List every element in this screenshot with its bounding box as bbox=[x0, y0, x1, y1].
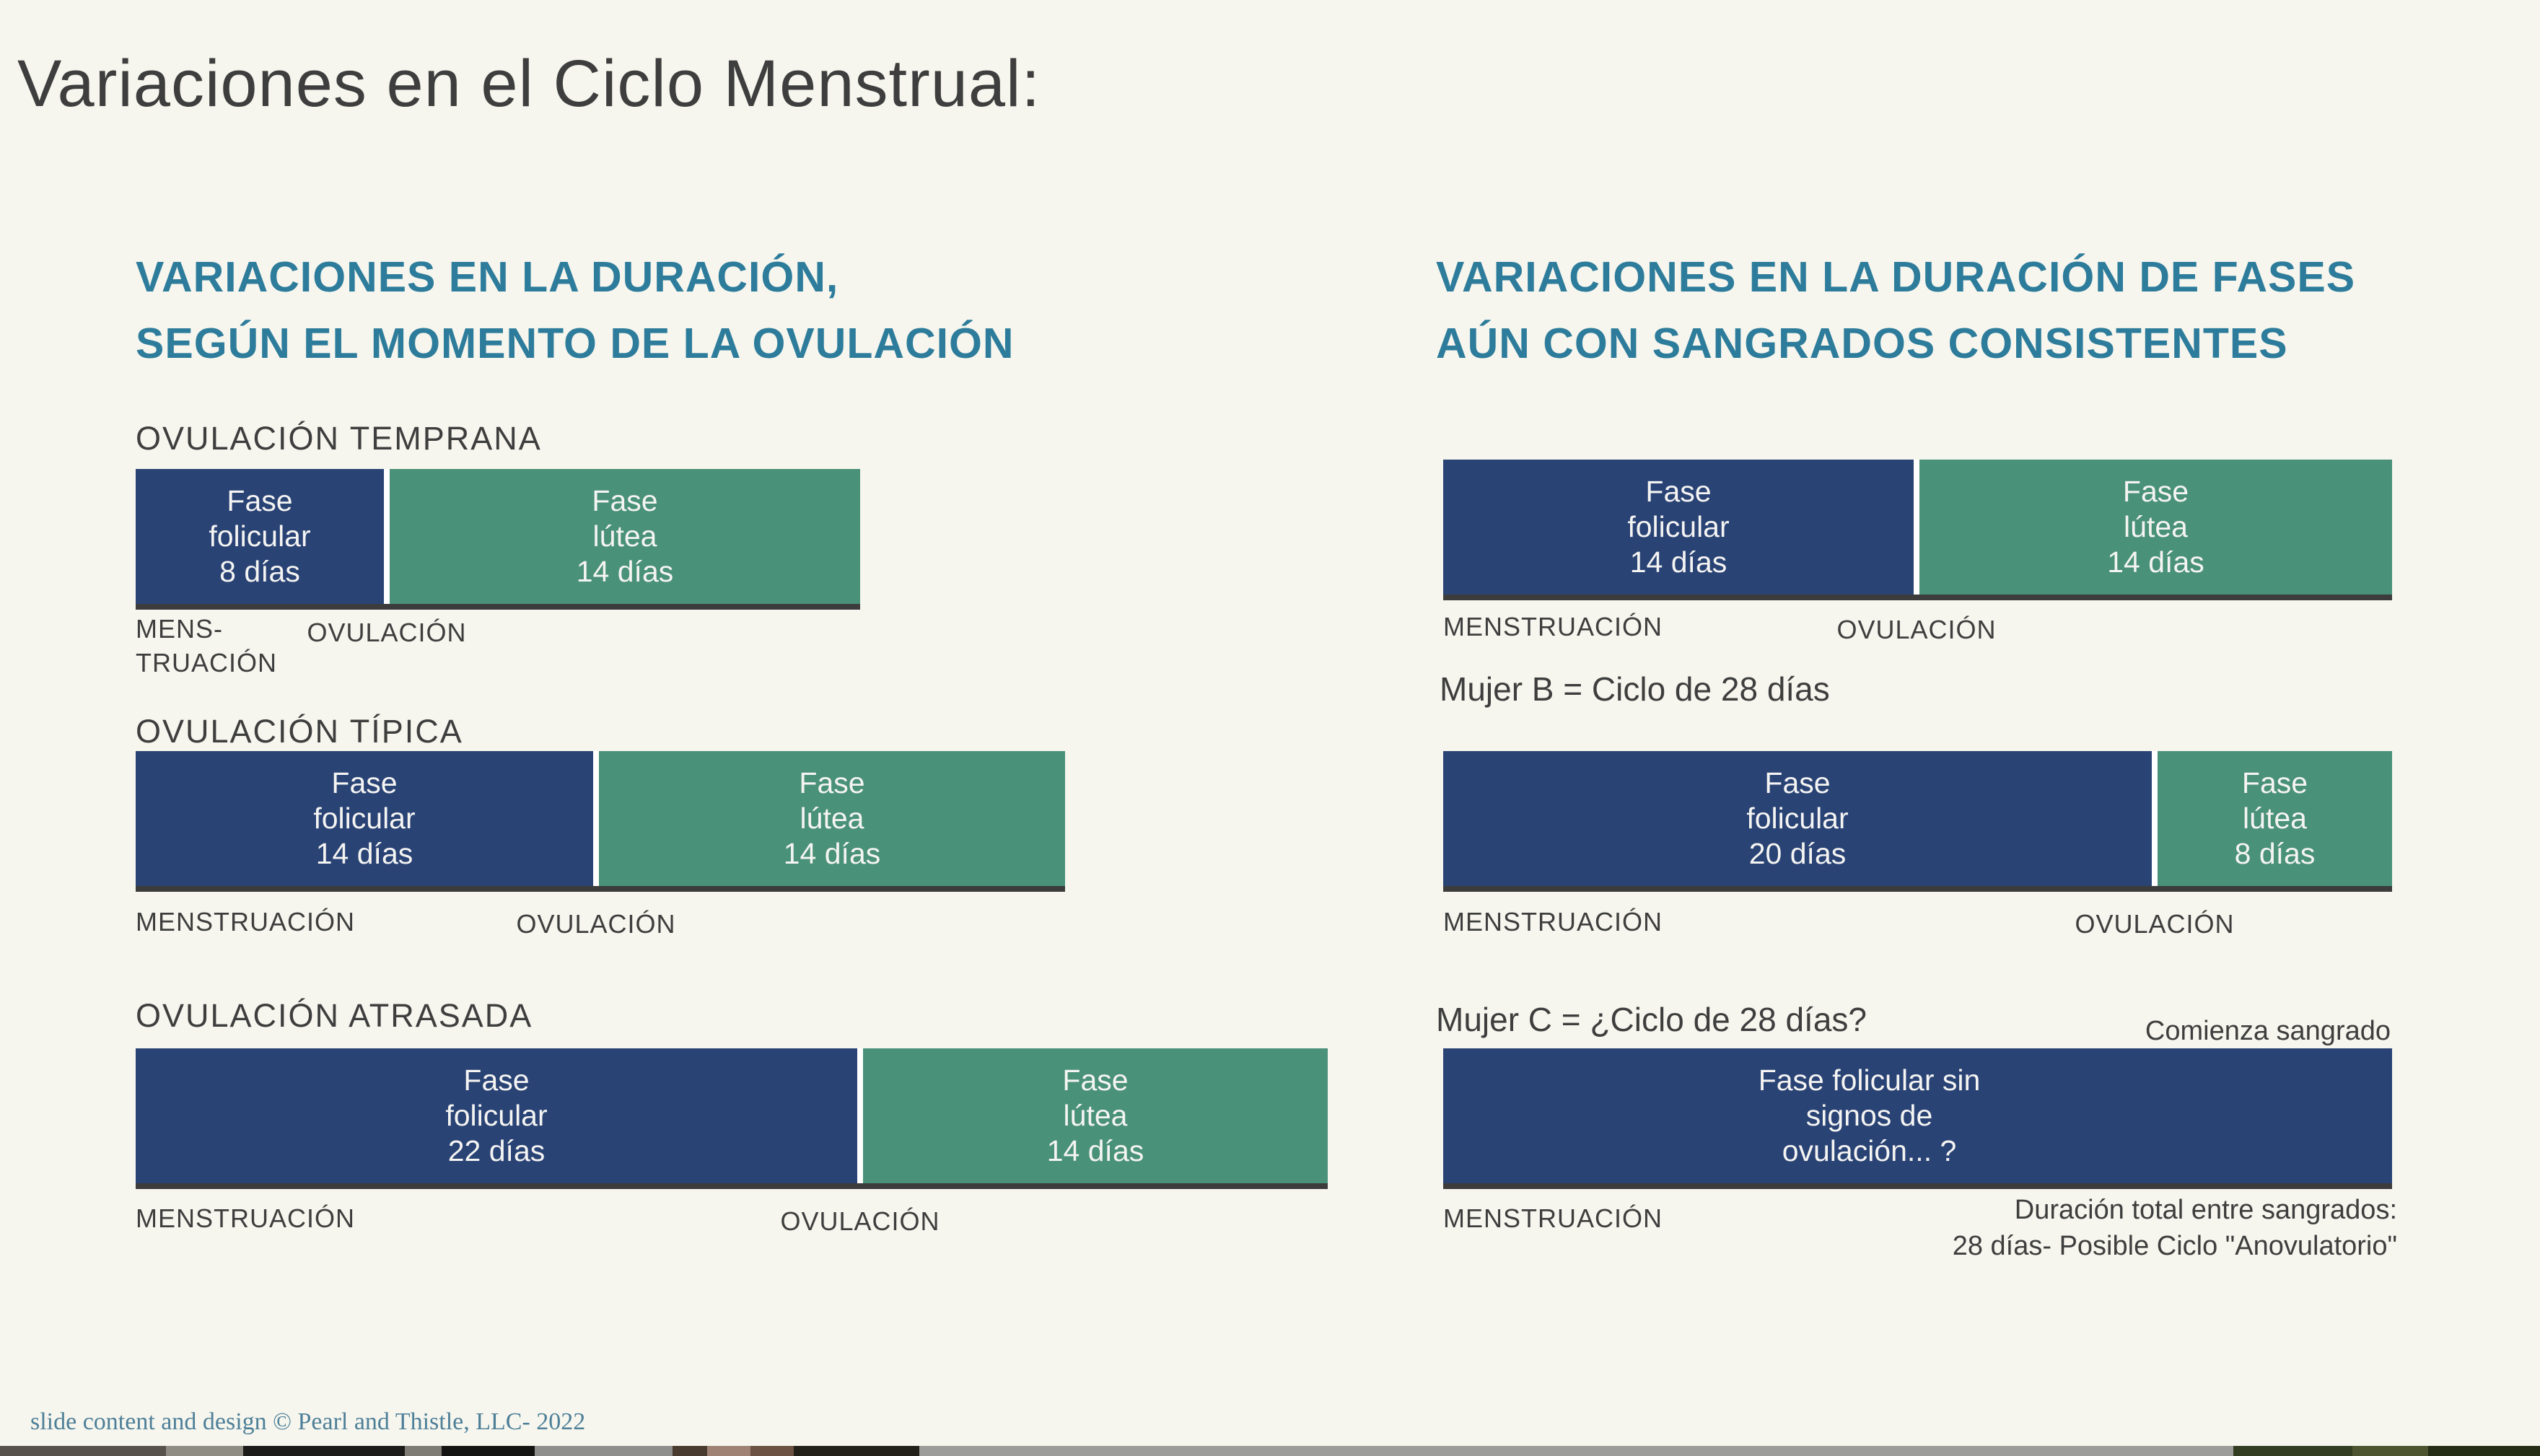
cycle-bar-right-3: Fase folicular sin signos de ovulación..… bbox=[1443, 1048, 2392, 1189]
follicular-phase-segment: Fase folicular 14 días bbox=[1443, 460, 1914, 595]
section-label-ovulacion-temprana: OVULACIÓN TEMPRANA bbox=[136, 420, 542, 457]
cycle-bar-right-2: Fase folicular 20 días Fase lútea 8 días bbox=[1443, 751, 2392, 892]
filmstrip-thumbnail-sliver[interactable] bbox=[442, 1446, 535, 1456]
anovulatory-phase-segment: Fase folicular sin signos de ovulación..… bbox=[1443, 1048, 2392, 1183]
right-heading-line2: AÚN CON SANGRADOS CONSISTENTES bbox=[1436, 320, 2288, 367]
filmstrip[interactable] bbox=[0, 1446, 2540, 1456]
left-heading-line2: SEGÚN EL MOMENTO DE LA OVULACIÓN bbox=[136, 320, 1015, 367]
follicular-phase-segment: Fase folicular 14 días bbox=[136, 751, 593, 886]
duration-note: Duración total entre sangrados: 28 días-… bbox=[1952, 1195, 2397, 1261]
menstruation-label: MENS- TRUACIÓN bbox=[136, 614, 277, 677]
filmstrip-thumbnail-sliver[interactable] bbox=[166, 1446, 243, 1456]
section-label-ovulacion-atrasada: OVULACIÓN ATRASADA bbox=[136, 997, 533, 1034]
follicular-phase-segment: Fase folicular 8 días bbox=[136, 469, 384, 604]
filmstrip-thumbnail-sliver[interactable] bbox=[794, 1446, 919, 1456]
ovulation-label: OVULACIÓN bbox=[307, 618, 467, 647]
filmstrip-thumbnail-sliver[interactable] bbox=[535, 1446, 673, 1456]
luteal-phase-segment: Fase lútea 8 días bbox=[2158, 751, 2392, 886]
menstruation-label: MENSTRUACIÓN bbox=[1443, 1203, 1663, 1233]
section-label-ovulacion-tipica: OVULACIÓN TÍPICA bbox=[136, 713, 463, 750]
menstruation-label: MENSTRUACIÓN bbox=[1443, 612, 1663, 641]
menstruation-label: MENSTRUACIÓN bbox=[136, 907, 356, 937]
ovulation-label: OVULACIÓN bbox=[1836, 615, 1997, 644]
menstruation-label: MENSTRUACIÓN bbox=[1443, 907, 1663, 937]
filmstrip-thumbnail-sliver[interactable] bbox=[2233, 1446, 2352, 1456]
filmstrip-thumbnail-sliver[interactable] bbox=[2352, 1446, 2428, 1456]
cycle-bar-atrasada: Fase folicular 22 días Fase lútea 14 día… bbox=[136, 1048, 1328, 1189]
ovulation-label: OVULACIÓN bbox=[780, 1206, 940, 1236]
cycle-bar-temprana: Fase folicular 8 días Fase lútea 14 días bbox=[136, 469, 860, 610]
luteal-phase-segment: Fase lútea 14 días bbox=[390, 469, 860, 604]
caption-mujer-b: Mujer B = Ciclo de 28 días bbox=[1440, 670, 1830, 708]
filmstrip-thumbnail-sliver[interactable] bbox=[0, 1446, 166, 1456]
filmstrip-thumbnail-sliver[interactable] bbox=[243, 1446, 405, 1456]
filmstrip-thumbnail-sliver[interactable] bbox=[673, 1446, 707, 1456]
ovulation-label: OVULACIÓN bbox=[2075, 909, 2235, 939]
filmstrip-thumbnail-sliver[interactable] bbox=[750, 1446, 794, 1456]
cycle-bar-right-1: Fase folicular 14 días Fase lútea 14 día… bbox=[1443, 460, 2392, 600]
menstruation-label: MENSTRUACIÓN bbox=[136, 1203, 356, 1233]
filmstrip-thumbnail-sliver[interactable] bbox=[2428, 1446, 2540, 1456]
ovulation-label: OVULACIÓN bbox=[516, 909, 676, 939]
filmstrip-thumbnail-sliver[interactable] bbox=[919, 1446, 2233, 1456]
caption-mujer-c: Mujer C = ¿Ciclo de 28 días? bbox=[1436, 1001, 1867, 1038]
luteal-phase-segment: Fase lútea 14 días bbox=[599, 751, 1065, 886]
filmstrip-thumbnail-sliver[interactable] bbox=[707, 1446, 750, 1456]
left-heading-line1: VARIACIONES EN LA DURACIÓN, bbox=[136, 253, 839, 301]
page-title: Variaciones en el Ciclo Menstrual: bbox=[17, 47, 1041, 120]
bleeding-starts-note: Comienza sangrado bbox=[2145, 1016, 2391, 1046]
left-panel-heading: VARIACIONES EN LA DURACIÓN, SEGÚN EL MOM… bbox=[136, 244, 1015, 377]
cycle-bar-tipica: Fase folicular 14 días Fase lútea 14 día… bbox=[136, 751, 1065, 892]
follicular-phase-segment: Fase folicular 22 días bbox=[136, 1048, 857, 1183]
right-heading-line1: VARIACIONES EN LA DURACIÓN DE FASES bbox=[1436, 253, 2356, 301]
luteal-phase-segment: Fase lútea 14 días bbox=[1919, 460, 2392, 595]
copyright-text: slide content and design © Pearl and Thi… bbox=[30, 1408, 586, 1435]
filmstrip-thumbnail-sliver[interactable] bbox=[405, 1446, 442, 1456]
follicular-phase-segment: Fase folicular 20 días bbox=[1443, 751, 2152, 886]
right-panel-heading: VARIACIONES EN LA DURACIÓN DE FASES AÚN … bbox=[1436, 244, 2355, 377]
luteal-phase-segment: Fase lútea 14 días bbox=[863, 1048, 1328, 1183]
